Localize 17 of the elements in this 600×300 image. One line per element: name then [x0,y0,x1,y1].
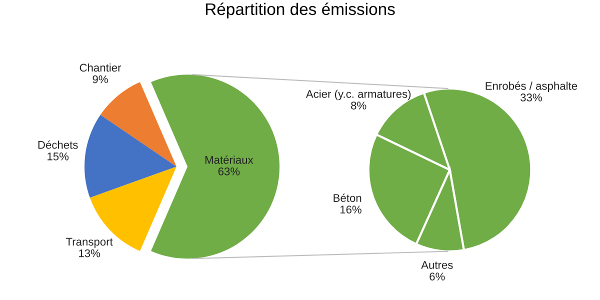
data-label: 8% [351,102,366,110]
data-label: 63% [218,167,240,176]
data-label: 13% [79,249,100,258]
data-label: 6% [430,272,445,280]
slice-label: Chantier [80,63,122,72]
data-label: 15% [48,152,69,160]
data-label: 33% [520,94,542,102]
chart-title: Répartition des émissions [206,2,395,18]
data-label: 16% [340,206,362,214]
slice-label: Autres [421,261,453,269]
slice-label: Matériaux [205,156,254,164]
slice-label: Acier (y.c. armatures) [306,90,411,100]
slice-label: Béton [334,194,362,202]
slice-label: Enrobés / asphalte [486,82,578,92]
slice-label: Transport [66,238,113,248]
slice-label: Déchets [38,140,78,149]
data-label: 9% [92,75,108,84]
